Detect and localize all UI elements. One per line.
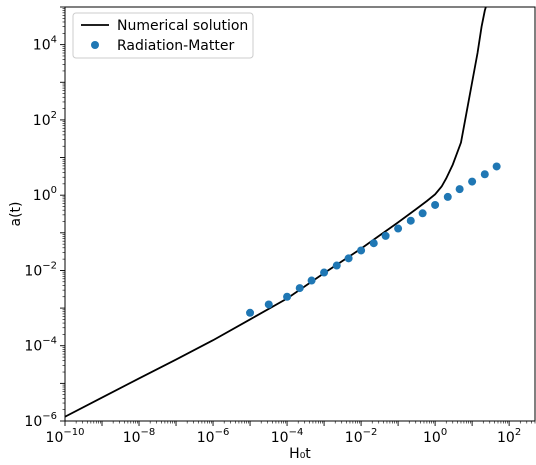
axes-layer: 10−10 10−8 10−6 10−4 10−2 100 102 10−6 10−4 10−2 1… (8, 6, 536, 462)
y-tick-label: 102 (33, 110, 57, 129)
y-tick-label: 10−4 (24, 336, 57, 355)
data-point-radiation-matter (492, 162, 501, 171)
data-point-radiation-matter (264, 300, 273, 309)
x-tick-label: 10−8 (123, 427, 156, 446)
data-point-radiation-matter (320, 268, 329, 277)
x-tick-label: 10−10 (46, 427, 85, 446)
series-line-numerical-solution (65, 7, 487, 418)
data-point-radiation-matter (344, 254, 353, 263)
plot-frame (64, 6, 536, 422)
x-tick-label: 100 (423, 427, 447, 446)
x-tick-label: 10−6 (197, 427, 230, 446)
data-point-radiation-matter (480, 170, 489, 179)
legend-label-numerical-solution: Numerical solution (117, 18, 248, 34)
legend-marker-swatch (91, 41, 99, 49)
data-point-radiation-matter (307, 276, 316, 285)
data-point-radiation-matter (443, 192, 452, 201)
data-point-radiation-matter (468, 177, 477, 186)
x-tick-label: 102 (497, 427, 521, 446)
data-point-radiation-matter (406, 216, 415, 225)
data-point-radiation-matter (455, 185, 464, 194)
data-point-radiation-matter (332, 261, 341, 270)
data-point-radiation-matter (381, 231, 390, 240)
data-point-radiation-matter (418, 209, 427, 218)
y-axis-label: a(t) (8, 202, 24, 227)
legend-label-radiation-matter: Radiation-Matter (117, 38, 234, 54)
y-tick-label: 100 (33, 185, 57, 204)
data-point-radiation-matter (369, 239, 378, 248)
plot-area (65, 7, 501, 418)
data-point-radiation-matter (357, 246, 366, 255)
y-tick-label: 10−2 (24, 260, 57, 279)
data-point-radiation-matter (283, 292, 292, 301)
y-tick-label: 104 (33, 35, 57, 54)
y-tick-label: 10−6 (24, 411, 57, 430)
data-point-radiation-matter (394, 224, 403, 233)
x-tick-label: 10−2 (345, 427, 378, 446)
legend-box (72, 12, 254, 59)
data-point-radiation-matter (431, 200, 440, 209)
x-tick-label: 10−4 (271, 427, 304, 446)
legend: Numerical solution Radiation-Matter (72, 12, 254, 59)
data-point-radiation-matter (246, 308, 255, 317)
data-point-radiation-matter (295, 284, 304, 293)
x-axis-label: H₀t (289, 446, 311, 461)
plot-layer (65, 7, 501, 418)
